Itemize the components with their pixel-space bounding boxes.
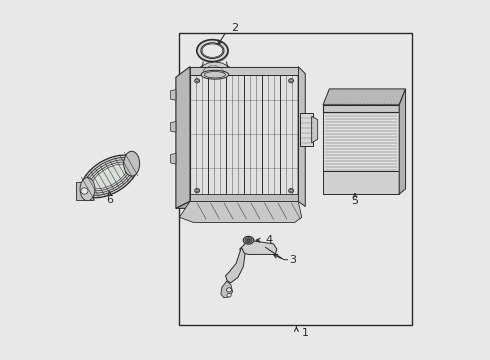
Ellipse shape [227, 293, 231, 297]
Ellipse shape [124, 151, 140, 176]
Ellipse shape [289, 78, 294, 83]
Bar [323, 112, 399, 171]
Polygon shape [171, 153, 176, 164]
Polygon shape [171, 122, 176, 132]
Polygon shape [225, 247, 245, 283]
Text: 6: 6 [106, 195, 113, 205]
Text: 4: 4 [266, 235, 272, 245]
Text: 5: 5 [351, 196, 358, 206]
Ellipse shape [90, 162, 130, 191]
Ellipse shape [243, 237, 254, 244]
Ellipse shape [196, 190, 198, 192]
Polygon shape [197, 62, 234, 77]
Bar [300, 113, 314, 146]
Bar [190, 194, 298, 201]
Bar [190, 67, 298, 76]
Polygon shape [176, 201, 298, 208]
Bar [179, 33, 412, 325]
Bar [75, 182, 93, 200]
Ellipse shape [195, 189, 199, 193]
Polygon shape [298, 67, 305, 207]
Ellipse shape [204, 72, 225, 78]
Polygon shape [221, 281, 233, 298]
Ellipse shape [290, 190, 293, 192]
Polygon shape [176, 67, 190, 208]
Ellipse shape [81, 155, 138, 198]
Polygon shape [240, 240, 277, 255]
Ellipse shape [226, 288, 232, 292]
Ellipse shape [195, 78, 199, 83]
Ellipse shape [197, 40, 228, 62]
Polygon shape [179, 201, 302, 222]
Text: 2: 2 [232, 23, 239, 33]
Polygon shape [171, 90, 176, 100]
Ellipse shape [245, 238, 252, 243]
Ellipse shape [80, 178, 95, 201]
Ellipse shape [290, 80, 293, 82]
Bar [323, 171, 399, 194]
Ellipse shape [289, 189, 294, 193]
Polygon shape [323, 89, 406, 105]
Polygon shape [399, 89, 406, 194]
Bar [323, 105, 399, 112]
Ellipse shape [201, 70, 229, 79]
Text: 3: 3 [289, 255, 296, 265]
Ellipse shape [84, 158, 135, 195]
Polygon shape [312, 116, 318, 143]
Ellipse shape [92, 164, 127, 189]
Ellipse shape [196, 80, 198, 82]
Text: 1: 1 [302, 328, 309, 338]
Ellipse shape [87, 160, 132, 193]
Ellipse shape [81, 188, 88, 194]
Bar [190, 67, 298, 201]
Ellipse shape [202, 44, 222, 57]
Ellipse shape [201, 43, 224, 58]
Ellipse shape [247, 239, 250, 242]
